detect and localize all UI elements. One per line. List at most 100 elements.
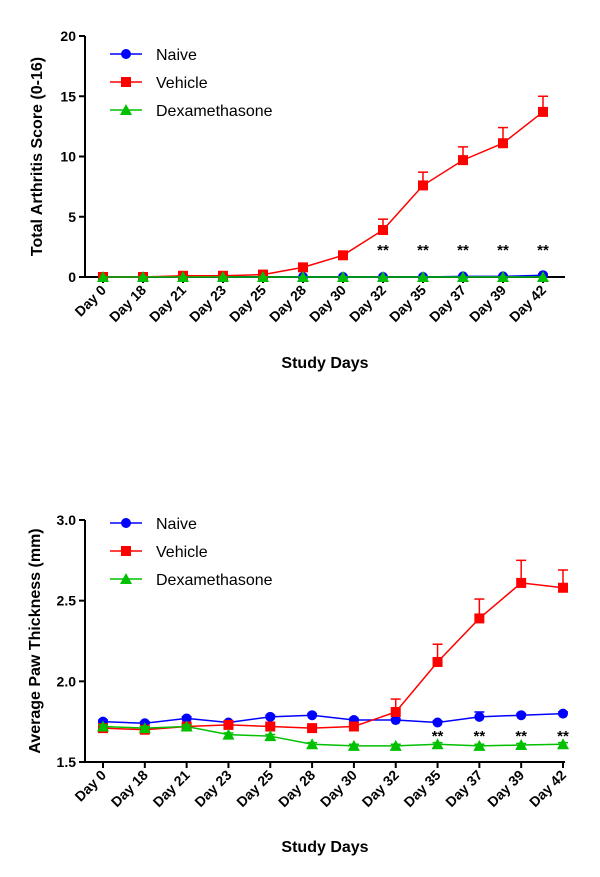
data-point [378,225,388,236]
data-point [257,271,269,282]
series-dexamethasone [97,720,569,751]
data-point [217,271,229,282]
data-point [537,271,549,282]
y-tick-label: 5 [68,209,76,225]
data-point [348,721,359,732]
x-tick-label: Day 0 [71,767,109,805]
data-point [298,262,308,273]
data-point [474,711,485,722]
data-point [223,719,234,730]
x-tick-label: Day 37 [442,767,485,810]
data-point [389,739,402,751]
significance-label: ** [557,728,569,745]
x-tick-label: Day 21 [146,282,189,325]
series-line [102,582,564,731]
significance-label: ** [497,242,509,259]
data-point [181,713,192,724]
data-point [138,722,151,734]
data-point [338,250,348,261]
data-point [347,739,360,751]
y-axis-title: Total Arthritis Score (0-16) [29,57,46,256]
series-line [103,111,544,278]
data-point [390,715,401,726]
x-tick-label: Day 23 [191,767,234,810]
x-tick-label: Day 0 [71,282,109,320]
data-point [177,271,189,282]
x-tick-label: Day 23 [186,282,229,325]
data-point [458,155,468,166]
legend-label: Dexamethasone [156,103,273,120]
data-point [557,738,569,750]
data-point [377,271,389,282]
x-tick-label: Day 35 [386,282,429,325]
x-tick-label: Day 32 [346,282,389,325]
x-tick-label: Day 42 [526,767,569,810]
data-point [337,271,349,282]
significance-label: ** [377,242,389,259]
x-tick-label: Day 25 [226,282,269,325]
significance-label: ** [515,728,527,745]
significance-label: ** [457,242,469,259]
data-point [264,730,277,742]
data-point [97,271,109,282]
x-tick-label: Day 39 [484,767,527,810]
x-tick-label: Day 30 [306,282,349,325]
legend-marker [121,546,131,556]
data-point [306,738,319,750]
data-point [265,721,276,732]
data-point [307,710,318,721]
data-point [473,739,486,751]
y-tick-label: 10 [60,149,76,165]
data-point [417,271,429,282]
series-vehicle [98,95,548,282]
data-point [432,717,443,728]
legend-marker [121,77,131,87]
y-tick-label: 20 [60,28,76,44]
x-tick-label: Day 21 [150,767,193,810]
y-tick-label: 2.0 [57,673,77,689]
data-point [137,271,149,282]
x-tick-label: Day 42 [506,282,549,325]
x-tick-label: Day 28 [275,767,318,810]
x-tick-label: Day 32 [359,767,402,810]
data-point [558,708,568,719]
x-tick-label: Day 18 [108,767,151,810]
data-point [457,271,469,282]
x-tick-label: Day 30 [317,767,360,810]
data-point [431,738,444,750]
y-tick-label: 2.5 [57,593,77,609]
x-tick-label: Day 18 [106,282,149,325]
significance-label: ** [432,728,444,745]
data-point [307,723,318,734]
data-point [390,706,401,717]
y-axis-title: Average Paw Thickness (mm) [27,528,44,753]
y-tick-label: 0 [68,269,76,285]
data-point [222,728,235,740]
legend-label: Vehicle [156,75,208,92]
x-tick-label: Day 28 [266,282,309,325]
data-point [265,711,276,722]
legend-marker [120,573,132,584]
data-point [516,710,527,721]
data-point [538,106,548,117]
data-point [516,577,527,588]
data-point [97,720,109,732]
series-naive [98,708,568,729]
data-point [497,271,509,282]
significance-label: ** [474,728,486,745]
x-tick-label: Day 37 [426,282,469,325]
legend-label: Dexamethasone [156,572,273,589]
x-axis-title: Study Days [281,355,368,372]
data-point [474,613,485,624]
legend-label: Naive [156,47,197,64]
significance-label: ** [417,242,429,259]
data-point [515,739,528,751]
x-axis-title: Study Days [281,839,368,856]
series-dexamethasone [97,271,549,282]
data-point [418,180,428,191]
x-tick-label: Day 25 [233,767,276,810]
data-point [558,582,568,593]
y-tick-label: 15 [60,88,76,104]
data-point [432,656,443,667]
